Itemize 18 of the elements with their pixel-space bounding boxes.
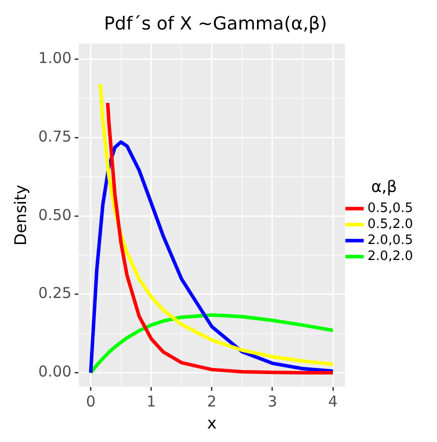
y-tick-label: 0.25 [38,284,72,302]
y-tick-label: 0.00 [38,362,72,381]
y-tick-label: 0.75 [38,128,72,146]
legend-label: 2.0,0.5 [368,232,414,248]
y-tick-label: 0.50 [38,206,72,224]
legend-label: 0.5,0.5 [368,200,414,216]
x-tick-label: 4 [328,392,338,411]
x-tick-label: 3 [268,392,278,411]
chart-title: Pdf´s of X ~Gamma(α,β) [104,13,328,34]
y-axis-title: Density [10,184,30,246]
legend-label: 0.5,2.0 [368,216,414,232]
x-axis-title: x [207,414,217,433]
legend-title: α,β [371,177,397,196]
x-tick-label: 0 [86,392,96,411]
x-tick-label: 2 [207,392,217,411]
legend-label: 2.0,2.0 [368,248,414,264]
x-tick-label: 1 [146,392,156,411]
y-tick-label: 1.00 [38,49,72,68]
